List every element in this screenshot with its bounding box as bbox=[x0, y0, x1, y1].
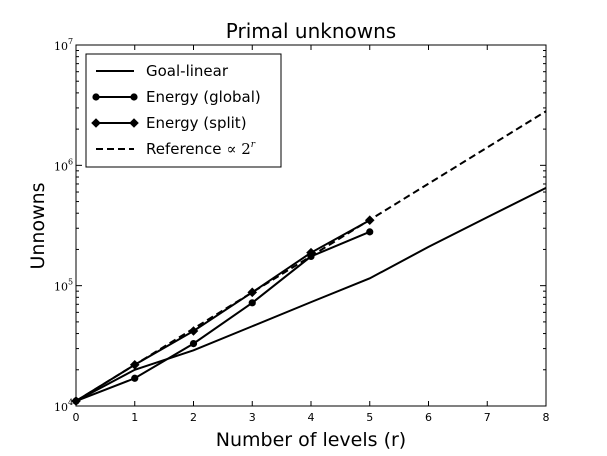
series-line bbox=[75, 230, 371, 402]
legend-label: Goal-linear bbox=[146, 62, 229, 80]
x-tick-label: 3 bbox=[249, 411, 256, 424]
y-tick-label: 106 bbox=[54, 157, 73, 173]
legend-marker bbox=[92, 93, 100, 101]
y-tick-exponent: 5 bbox=[68, 278, 73, 287]
y-tick-base: 10 bbox=[54, 160, 68, 173]
x-tick-label: 8 bbox=[543, 411, 550, 424]
legend-label-text: Goal-linear bbox=[146, 62, 229, 80]
legend-label-text: Reference bbox=[146, 140, 222, 158]
y-tick-base: 10 bbox=[54, 40, 68, 53]
y-tick-exponent: 7 bbox=[68, 37, 73, 46]
legend: Goal-linear Energy (global) Energy (split)… bbox=[85, 53, 282, 168]
y-tick-base: 10 bbox=[54, 281, 68, 294]
data-point bbox=[248, 299, 256, 307]
data-point bbox=[247, 287, 258, 298]
series-line bbox=[75, 219, 371, 402]
x-axis-label: Number of levels (r) bbox=[216, 429, 406, 451]
legend-label: Reference ∝ 2r bbox=[146, 140, 256, 158]
legend-label-text: Energy (split) bbox=[146, 114, 247, 132]
legend-label-exponent: r bbox=[251, 140, 256, 150]
x-tick-label: 0 bbox=[73, 411, 80, 424]
y-axis-label: Unnowns bbox=[27, 182, 49, 269]
series-goal-linear bbox=[75, 186, 547, 402]
y-tick-label: 107 bbox=[54, 37, 73, 53]
x-tick-label: 2 bbox=[190, 411, 197, 424]
legend-marker bbox=[91, 118, 101, 128]
y-tick-label: 104 bbox=[54, 398, 73, 414]
x-tick-label: 6 bbox=[425, 411, 432, 424]
legend-marker bbox=[129, 118, 139, 128]
series-line bbox=[75, 186, 547, 402]
data-point bbox=[306, 247, 316, 258]
data-point bbox=[366, 228, 374, 236]
y-tick-exponent: 4 bbox=[68, 398, 73, 407]
y-tick-exponent: 6 bbox=[68, 157, 73, 166]
y-tick-base: 10 bbox=[54, 401, 68, 414]
x-tick-label: 1 bbox=[131, 411, 138, 424]
series-line bbox=[75, 110, 547, 402]
legend-label-math: ∝ 2 bbox=[222, 140, 251, 158]
y-tick-label: 105 bbox=[54, 278, 73, 294]
data-point bbox=[188, 326, 199, 336]
x-tick-label: 5 bbox=[366, 411, 373, 424]
legend-marker bbox=[130, 93, 138, 101]
series-reference bbox=[75, 110, 547, 402]
data-point bbox=[131, 374, 139, 382]
legend-label: Energy (split) bbox=[146, 114, 247, 132]
legend-label-text: Energy (global) bbox=[146, 88, 261, 106]
data-series bbox=[71, 110, 547, 406]
data-point bbox=[189, 340, 198, 348]
legend-label: Energy (global) bbox=[146, 88, 261, 106]
x-tick-label: 7 bbox=[484, 411, 491, 424]
x-tick-label: 4 bbox=[308, 411, 315, 424]
chart-title: Primal unknowns bbox=[226, 19, 396, 43]
